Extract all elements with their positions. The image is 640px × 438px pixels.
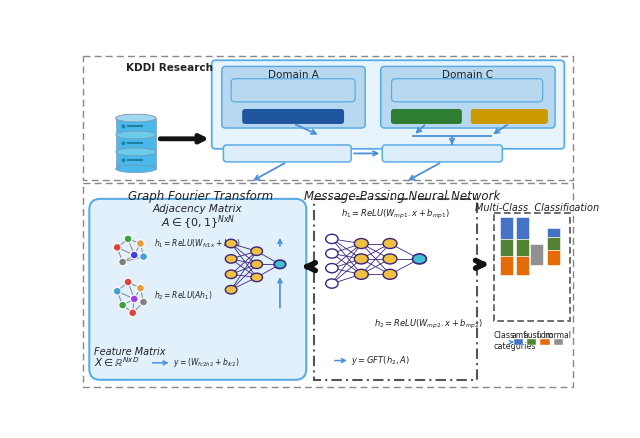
Ellipse shape — [251, 260, 262, 268]
Bar — [500, 256, 513, 275]
Bar — [527, 339, 536, 345]
FancyBboxPatch shape — [116, 135, 156, 152]
Text: Network of Digital
Twin: Network of Digital Twin — [252, 81, 334, 100]
Circle shape — [113, 287, 121, 295]
Circle shape — [131, 295, 138, 303]
Circle shape — [140, 298, 147, 306]
Ellipse shape — [326, 234, 338, 244]
Bar — [554, 339, 563, 345]
Ellipse shape — [274, 260, 286, 268]
FancyBboxPatch shape — [116, 152, 156, 169]
Text: udm: udm — [536, 331, 554, 340]
Bar — [547, 250, 560, 265]
Ellipse shape — [116, 131, 156, 139]
Ellipse shape — [383, 239, 397, 248]
Ellipse shape — [251, 247, 262, 255]
Text: Domain C: Domain C — [442, 70, 493, 80]
Bar — [516, 217, 529, 239]
Text: Real Network
Environment: Real Network Environment — [437, 81, 498, 100]
Ellipse shape — [116, 148, 156, 156]
FancyBboxPatch shape — [314, 199, 477, 380]
Ellipse shape — [251, 273, 262, 282]
Ellipse shape — [225, 239, 237, 248]
Text: ausf: ausf — [524, 331, 540, 340]
Circle shape — [129, 309, 136, 317]
Bar — [514, 339, 524, 345]
Text: Training: Training — [271, 111, 316, 121]
Text: $A \in \{0,1\}^{NxN}$: $A \in \{0,1\}^{NxN}$ — [161, 213, 235, 232]
FancyBboxPatch shape — [212, 60, 564, 149]
Text: KDDI Research: KDDI Research — [127, 64, 214, 73]
Ellipse shape — [116, 165, 156, 173]
Text: normal: normal — [545, 331, 572, 340]
Circle shape — [140, 253, 147, 261]
Ellipse shape — [355, 269, 368, 279]
Circle shape — [119, 301, 127, 309]
Bar — [500, 239, 513, 256]
Ellipse shape — [225, 286, 237, 294]
FancyBboxPatch shape — [392, 110, 461, 124]
Text: Feature Matrix: Feature Matrix — [94, 347, 166, 357]
FancyBboxPatch shape — [382, 145, 502, 162]
FancyBboxPatch shape — [223, 145, 351, 162]
Circle shape — [122, 159, 125, 162]
FancyBboxPatch shape — [472, 110, 547, 124]
Ellipse shape — [326, 279, 338, 288]
Text: Multi-Class  Classification: Multi-Class Classification — [475, 203, 599, 213]
FancyBboxPatch shape — [381, 67, 555, 128]
Text: $h_2 = ReLU(W_{mp2}.x+b_{mp2})$: $h_2 = ReLU(W_{mp2}.x+b_{mp2})$ — [374, 318, 484, 331]
Ellipse shape — [225, 270, 237, 279]
FancyBboxPatch shape — [222, 67, 365, 128]
Text: $h_1 = ReLU(W_{mp1}.x+b_{mp1})$: $h_1 = ReLU(W_{mp1}.x+b_{mp1})$ — [341, 208, 450, 221]
Bar — [529, 244, 543, 265]
Bar — [516, 239, 529, 256]
Text: Message-Passing Neural Network: Message-Passing Neural Network — [303, 190, 500, 203]
Circle shape — [119, 258, 127, 266]
Text: $X \in \mathbb{R}^{NxD}$: $X \in \mathbb{R}^{NxD}$ — [94, 355, 140, 369]
Ellipse shape — [383, 269, 397, 279]
Bar — [540, 339, 550, 345]
Ellipse shape — [326, 264, 338, 273]
Text: $h_2 = ReLU(Ah_1)$: $h_2 = ReLU(Ah_1)$ — [154, 290, 212, 302]
Circle shape — [113, 244, 121, 251]
Ellipse shape — [326, 249, 338, 258]
FancyBboxPatch shape — [231, 79, 355, 102]
Bar — [547, 237, 560, 250]
FancyBboxPatch shape — [90, 199, 307, 380]
Bar — [500, 217, 513, 239]
Bar — [547, 228, 560, 237]
Ellipse shape — [383, 254, 397, 264]
Circle shape — [136, 284, 145, 292]
Circle shape — [124, 235, 132, 243]
Ellipse shape — [116, 114, 156, 122]
Text: Adjacency Matrix: Adjacency Matrix — [153, 204, 243, 214]
Ellipse shape — [225, 254, 237, 263]
Circle shape — [122, 124, 125, 128]
Text: Training: Training — [404, 111, 449, 121]
Circle shape — [122, 141, 125, 145]
Text: Domain A: Domain A — [268, 70, 319, 80]
Ellipse shape — [355, 254, 368, 264]
FancyBboxPatch shape — [116, 118, 156, 135]
Text: amf: amf — [511, 331, 526, 340]
Circle shape — [136, 240, 145, 247]
Ellipse shape — [355, 239, 368, 248]
Ellipse shape — [116, 114, 156, 122]
Text: One-Hot encoding: One-Hot encoding — [243, 148, 331, 159]
Text: $y = GFT(h_2, A)$: $y = GFT(h_2, A)$ — [351, 354, 410, 367]
Ellipse shape — [412, 254, 426, 264]
Text: Testing: Testing — [490, 111, 529, 121]
Text: Feature scaling: Feature scaling — [404, 148, 479, 159]
Text: Graph Fourier Transform: Graph Fourier Transform — [127, 190, 273, 203]
Circle shape — [131, 251, 138, 259]
Text: $y = (W_{fc2h2}+b_{fc2})$: $y = (W_{fc2h2}+b_{fc2})$ — [173, 357, 240, 369]
FancyBboxPatch shape — [243, 110, 344, 124]
Circle shape — [124, 278, 132, 286]
FancyBboxPatch shape — [392, 79, 543, 102]
FancyBboxPatch shape — [494, 213, 570, 321]
Bar — [516, 256, 529, 275]
Text: $h_1 = ReLU(W_{fc1x}+b_{fc1})$: $h_1 = ReLU(W_{fc1x}+b_{fc1})$ — [154, 237, 241, 250]
Text: Class
categories: Class categories — [494, 331, 536, 351]
